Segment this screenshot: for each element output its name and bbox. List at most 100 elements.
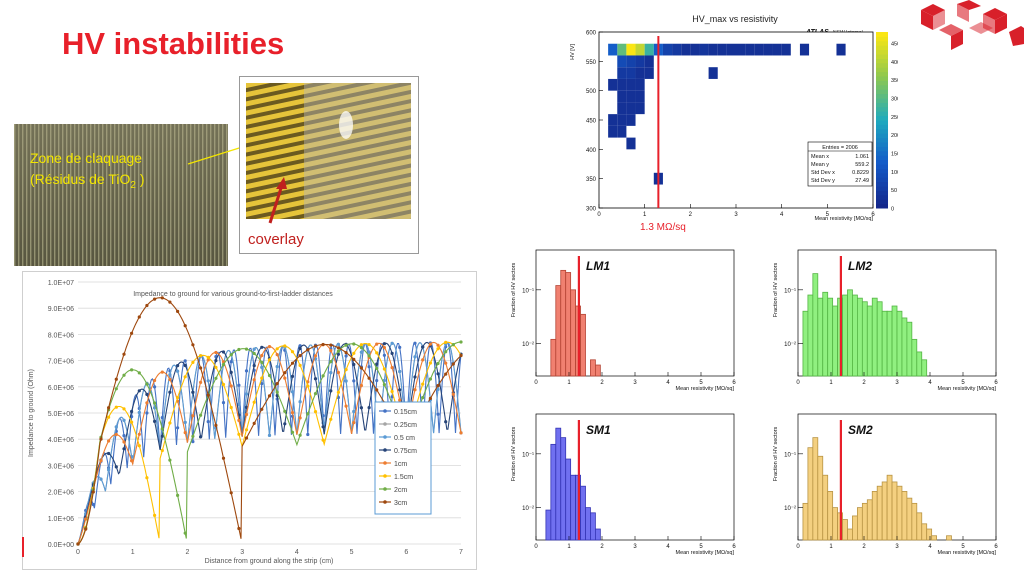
legend-label: 1.5cm [394, 474, 413, 481]
series-point [122, 418, 126, 422]
y-tick-label: 400 [586, 148, 597, 154]
y-tick-label: 500 [586, 89, 597, 95]
hist-SM1: 0 1 2 3 4 5 6 10⁻¹ 10⁻² Mean resistivity [MΩ/sq] F… [506, 408, 736, 558]
series-point [244, 392, 249, 396]
y-tick-label: 10⁻¹ [522, 452, 534, 458]
heatmap-cell [608, 125, 618, 138]
series-point [306, 412, 310, 416]
series-point [168, 390, 172, 394]
x-tick-label: 3 [734, 212, 738, 218]
coverlay-label: coverlay [248, 231, 304, 248]
x-tick-label: 4 [928, 544, 932, 550]
series-point [375, 366, 379, 370]
series-point [260, 376, 264, 380]
series-point [199, 380, 203, 384]
series-point [444, 350, 448, 354]
series-point [306, 432, 310, 437]
legend-marker [383, 474, 387, 478]
series-point [237, 526, 241, 531]
heatmap-cell [754, 43, 764, 56]
x-tick-label: 2 [600, 380, 604, 386]
series-point [367, 365, 371, 369]
series-point [130, 459, 134, 463]
series-point [191, 343, 195, 347]
x-tick-label: 3 [895, 544, 899, 550]
x-tick-label: 2 [600, 544, 604, 550]
series-point [321, 438, 325, 442]
hist-bar [822, 291, 829, 377]
series-point [130, 368, 134, 372]
series-point [352, 357, 356, 361]
series-point [221, 362, 226, 367]
series-point [428, 342, 432, 346]
colorbar-tick-label: 100 [891, 170, 898, 176]
impedance-chart: 0.0E+00 1.0E+06 2.0E+06 3.0E+06 4.0E+06 5.0E+… [22, 271, 477, 570]
series-point [352, 362, 356, 367]
heatmap-cell [644, 43, 654, 56]
x-axis-label: Mean resistivity [MΩ/sq] [937, 550, 996, 556]
stats-value: 0.8229 [852, 170, 869, 176]
x-tick-label: 6 [732, 380, 736, 386]
series-point [267, 394, 272, 398]
coverlay-photo [246, 83, 411, 219]
series-point [290, 411, 295, 415]
colorbar-step [876, 67, 888, 73]
x-tick-label: 3 [895, 380, 899, 386]
x-tick-label: 7 [459, 549, 463, 556]
series-point [183, 363, 187, 368]
strip-photo-image [14, 124, 228, 266]
series-point [444, 361, 448, 365]
x-tick-label: 1 [131, 549, 135, 556]
series-point [451, 343, 455, 347]
series-point [237, 418, 241, 422]
y-tick-label: 600 [586, 31, 597, 37]
hist-bar [817, 455, 824, 541]
series-point [145, 382, 149, 386]
y-tick-label: 7.0E+06 [48, 359, 74, 366]
heatmap-cell [626, 114, 636, 126]
hist-bar [802, 502, 809, 541]
heatmap-cell [608, 114, 618, 126]
heatmap-cell [672, 43, 682, 56]
series-point [252, 378, 256, 382]
series-point [137, 371, 141, 375]
colorbar-step [876, 89, 888, 95]
y-tick-label: 10⁻¹ [784, 288, 796, 294]
series-point [344, 351, 348, 355]
y-axis-label: Fraction of HV sectors [773, 427, 779, 482]
x-tick-label: 5 [961, 544, 965, 550]
series-point [459, 340, 463, 344]
series-point [382, 383, 386, 387]
legend-marker [383, 448, 387, 452]
series-point [283, 376, 287, 380]
x-tick-label: 5 [826, 212, 830, 218]
series-point [436, 412, 440, 416]
y-tick-label: 1.0E+06 [48, 516, 74, 523]
coverlay-photo-frame [239, 76, 419, 254]
series-point [275, 347, 279, 351]
y-tick-label: 4.0E+06 [48, 437, 74, 444]
series-point [145, 401, 149, 405]
colorbar-step [876, 93, 888, 99]
colorbar-step [876, 36, 888, 42]
series-point [382, 342, 386, 346]
heatmap-cell [726, 43, 736, 56]
series-point [398, 345, 402, 349]
series-point [451, 392, 455, 396]
x-axis-label: Mean resistivity [MΩ/sq] [814, 216, 873, 222]
series-point [183, 375, 187, 379]
series-point [176, 426, 180, 430]
colorbar-step [876, 54, 888, 59]
series-point [283, 422, 287, 426]
y-axis-label: Fraction of HV sectors [511, 263, 517, 318]
x-tick-label: 1 [829, 544, 833, 550]
series-point [199, 366, 203, 370]
hist-label: LM2 [848, 259, 872, 273]
series-point [229, 353, 233, 357]
series-point [122, 407, 126, 411]
series-point [352, 421, 356, 425]
chart-title: Impedance to ground for various ground-t… [133, 291, 333, 298]
impedance-chart-svg: 0.0E+00 1.0E+06 2.0E+06 3.0E+06 4.0E+06 5.0E+… [28, 280, 463, 565]
hvmax-chart-svg: HV_max vs resistivityATLASNSW Internal30… [570, 14, 900, 233]
colorbar-step [876, 102, 888, 108]
